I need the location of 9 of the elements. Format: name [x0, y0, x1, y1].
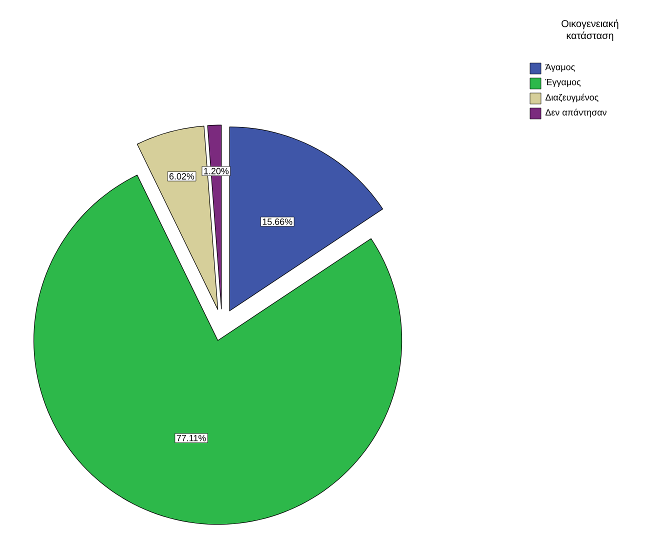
- data-label: 1.20%: [204, 168, 229, 174]
- legend-label: Διαζευγμένος: [545, 94, 598, 102]
- data-label: 6.02%: [169, 173, 194, 180]
- legend-label: Άγαμος: [545, 64, 575, 72]
- legend-label: Δεν απάντησαν: [545, 108, 606, 118]
- data-label: 15.66%: [262, 218, 292, 225]
- data-label: 77.11%: [176, 434, 206, 442]
- legend-title: Οικογενειακή κατάσταση: [562, 20, 618, 42]
- legend-label: Έγγαμος: [545, 78, 581, 88]
